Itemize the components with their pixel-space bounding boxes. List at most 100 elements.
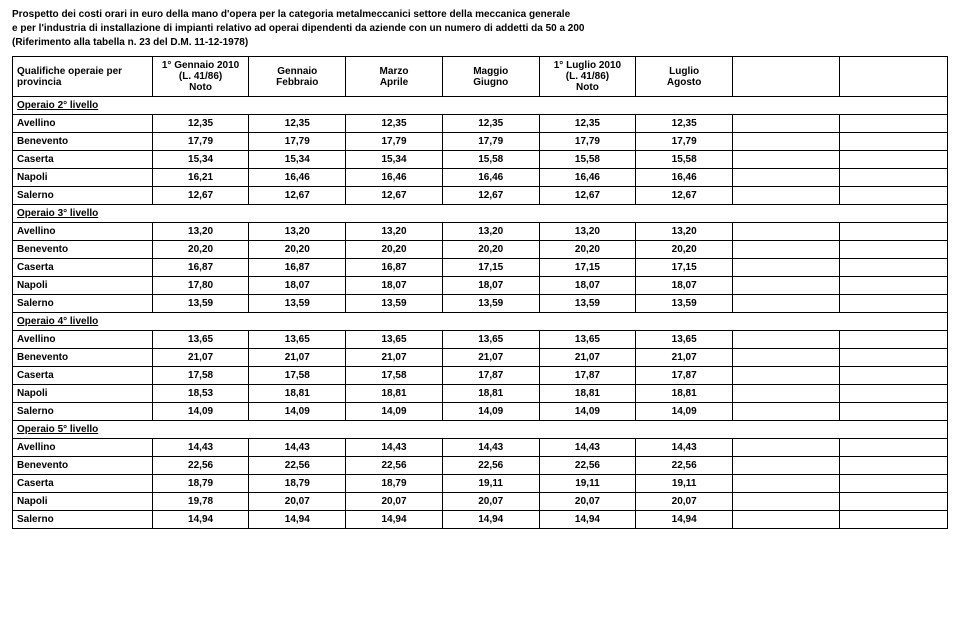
title-line-1: Prospetto dei costi orari in euro della …	[12, 9, 570, 20]
cell-value: 17,15	[636, 259, 733, 277]
cell-empty	[733, 475, 840, 493]
cell-value: 15,34	[152, 151, 249, 169]
table-row: Napoli17,8018,0718,0718,0718,0718,07	[13, 277, 948, 295]
cell-value: 12,67	[152, 187, 249, 205]
table-row: Salerno14,9414,9414,9414,9414,9414,94	[13, 511, 948, 529]
page-title: Prospetto dei costi orari in euro della …	[12, 8, 948, 50]
cell-empty	[840, 295, 948, 313]
title-line-3: (Riferimento alla tabella n. 23 del D.M.…	[12, 37, 248, 48]
cell-value: 14,09	[249, 403, 346, 421]
row-label: Napoli	[13, 169, 153, 187]
cell-value: 14,94	[152, 511, 249, 529]
cell-value: 13,20	[346, 223, 443, 241]
section-label: Operaio 2° livello	[13, 97, 948, 115]
table-row: Caserta17,5817,5817,5817,8717,8717,87	[13, 367, 948, 385]
cell-value: 20,20	[152, 241, 249, 259]
cell-value: 14,43	[442, 439, 539, 457]
cell-value: 22,56	[346, 457, 443, 475]
cell-value: 14,94	[636, 511, 733, 529]
section-row: Operaio 3° livello	[13, 205, 948, 223]
cell-empty	[733, 385, 840, 403]
row-label: Salerno	[13, 187, 153, 205]
table-row: Benevento22,5622,5622,5622,5622,5622,56	[13, 457, 948, 475]
cell-value: 18,79	[346, 475, 443, 493]
header-c7	[733, 57, 840, 97]
table-row: Benevento17,7917,7917,7917,7917,7917,79	[13, 133, 948, 151]
table-row: Avellino13,2013,2013,2013,2013,2013,20	[13, 223, 948, 241]
cell-value: 17,79	[539, 133, 636, 151]
row-label: Avellino	[13, 331, 153, 349]
cell-empty	[733, 349, 840, 367]
cell-value: 12,35	[636, 115, 733, 133]
cell-empty	[733, 187, 840, 205]
cell-value: 17,79	[346, 133, 443, 151]
cell-value: 14,43	[636, 439, 733, 457]
cell-value: 13,65	[249, 331, 346, 349]
cell-value: 18,81	[249, 385, 346, 403]
cell-value: 20,20	[539, 241, 636, 259]
cell-value: 16,87	[346, 259, 443, 277]
cell-value: 14,94	[249, 511, 346, 529]
cell-value: 13,59	[152, 295, 249, 313]
cell-value: 17,58	[152, 367, 249, 385]
cell-value: 14,09	[539, 403, 636, 421]
row-label: Benevento	[13, 349, 153, 367]
cell-value: 18,79	[249, 475, 346, 493]
cell-value: 16,87	[249, 259, 346, 277]
table-row: Napoli16,2116,4616,4616,4616,4616,46	[13, 169, 948, 187]
table-row: Salerno14,0914,0914,0914,0914,0914,09	[13, 403, 948, 421]
header-c1: 1° Gennaio 2010(L. 41/86)Noto	[152, 57, 249, 97]
cell-value: 12,67	[636, 187, 733, 205]
table-row: Avellino14,4314,4314,4314,4314,4314,43	[13, 439, 948, 457]
cell-value: 13,59	[636, 295, 733, 313]
row-label: Caserta	[13, 475, 153, 493]
table-row: Caserta15,3415,3415,3415,5815,5815,58	[13, 151, 948, 169]
cell-value: 17,87	[539, 367, 636, 385]
cell-value: 15,58	[636, 151, 733, 169]
cell-empty	[733, 169, 840, 187]
row-label: Avellino	[13, 115, 153, 133]
cell-value: 21,07	[539, 349, 636, 367]
cell-value: 20,20	[636, 241, 733, 259]
cell-empty	[840, 457, 948, 475]
cell-value: 20,07	[249, 493, 346, 511]
title-line-2: e per l'industria di installazione di im…	[12, 23, 585, 34]
cell-value: 14,43	[346, 439, 443, 457]
cell-empty	[733, 295, 840, 313]
cell-empty	[733, 493, 840, 511]
row-label: Caserta	[13, 151, 153, 169]
cell-empty	[840, 475, 948, 493]
cell-value: 18,81	[346, 385, 443, 403]
cell-value: 14,09	[346, 403, 443, 421]
cell-value: 17,87	[636, 367, 733, 385]
cell-value: 21,07	[346, 349, 443, 367]
cell-value: 12,35	[442, 115, 539, 133]
cell-value: 13,59	[346, 295, 443, 313]
table-row: Avellino13,6513,6513,6513,6513,6513,65	[13, 331, 948, 349]
cell-value: 22,56	[152, 457, 249, 475]
row-label: Benevento	[13, 133, 153, 151]
cell-empty	[840, 511, 948, 529]
cell-value: 20,20	[442, 241, 539, 259]
table-row: Benevento20,2020,2020,2020,2020,2020,20	[13, 241, 948, 259]
row-label: Benevento	[13, 241, 153, 259]
cell-value: 13,59	[249, 295, 346, 313]
cell-value: 21,07	[152, 349, 249, 367]
header-c6: LuglioAgosto	[636, 57, 733, 97]
table-row: Napoli18,5318,8118,8118,8118,8118,81	[13, 385, 948, 403]
cell-value: 16,46	[539, 169, 636, 187]
cell-value: 18,81	[539, 385, 636, 403]
cell-empty	[733, 367, 840, 385]
header-c8	[840, 57, 948, 97]
cell-value: 14,09	[636, 403, 733, 421]
table-header-row: Qualifiche operaie per provincia 1° Genn…	[13, 57, 948, 97]
cell-value: 17,79	[152, 133, 249, 151]
cell-value: 16,87	[152, 259, 249, 277]
cell-empty	[840, 403, 948, 421]
cell-value: 18,81	[442, 385, 539, 403]
cell-empty	[840, 169, 948, 187]
cell-empty	[840, 331, 948, 349]
cell-value: 13,65	[636, 331, 733, 349]
cell-empty	[840, 223, 948, 241]
cell-value: 17,79	[636, 133, 733, 151]
